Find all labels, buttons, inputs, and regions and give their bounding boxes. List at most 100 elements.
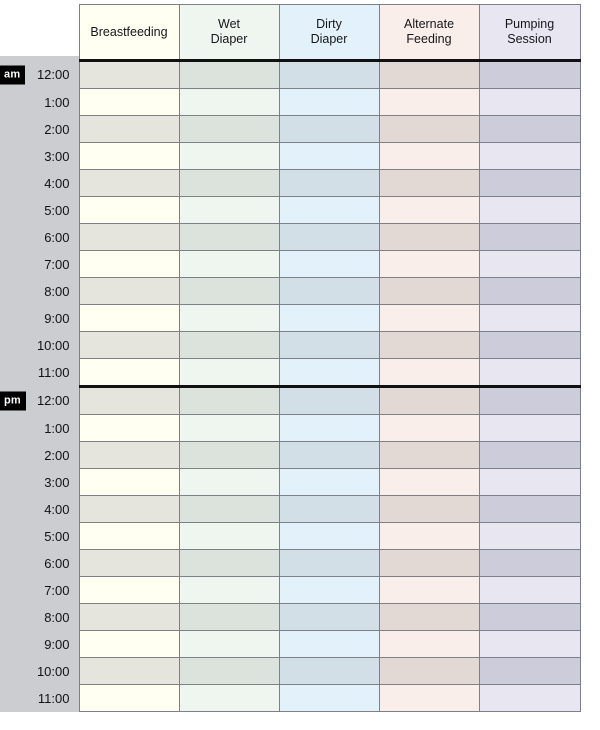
log-cell-dirty-diaper[interactable]: [278, 277, 380, 305]
log-cell-wet-diaper[interactable]: [178, 630, 280, 658]
log-cell-dirty-diaper[interactable]: [278, 385, 380, 415]
log-cell-dirty-diaper[interactable]: [278, 441, 380, 469]
log-cell-pumping[interactable]: [478, 331, 581, 359]
log-cell-breastfeeding[interactable]: [78, 115, 180, 143]
log-cell-pumping[interactable]: [478, 277, 581, 305]
log-cell-dirty-diaper[interactable]: [278, 331, 380, 359]
log-cell-breastfeeding[interactable]: [78, 576, 180, 604]
log-cell-pumping[interactable]: [478, 630, 581, 658]
log-cell-pumping[interactable]: [478, 385, 581, 415]
log-cell-breastfeeding[interactable]: [78, 331, 180, 359]
log-cell-wet-diaper[interactable]: [178, 576, 280, 604]
log-cell-alt-feeding[interactable]: [378, 414, 480, 442]
log-cell-alt-feeding[interactable]: [378, 549, 480, 577]
log-cell-dirty-diaper[interactable]: [278, 495, 380, 523]
log-cell-pumping[interactable]: [478, 657, 581, 685]
log-cell-dirty-diaper[interactable]: [278, 169, 380, 197]
log-cell-wet-diaper[interactable]: [178, 277, 280, 305]
log-cell-breastfeeding[interactable]: [78, 169, 180, 197]
log-cell-breastfeeding[interactable]: [78, 630, 180, 658]
log-cell-wet-diaper[interactable]: [178, 549, 280, 577]
log-cell-dirty-diaper[interactable]: [278, 657, 380, 685]
log-cell-pumping[interactable]: [478, 495, 581, 523]
log-cell-wet-diaper[interactable]: [178, 142, 280, 170]
log-cell-breastfeeding[interactable]: [78, 414, 180, 442]
log-cell-alt-feeding[interactable]: [378, 684, 480, 712]
log-cell-wet-diaper[interactable]: [178, 441, 280, 469]
log-cell-breastfeeding[interactable]: [78, 142, 180, 170]
log-cell-pumping[interactable]: [478, 169, 581, 197]
log-cell-wet-diaper[interactable]: [178, 250, 280, 278]
log-cell-pumping[interactable]: [478, 196, 581, 224]
log-cell-wet-diaper[interactable]: [178, 385, 280, 415]
log-cell-breastfeeding[interactable]: [78, 277, 180, 305]
log-cell-dirty-diaper[interactable]: [278, 603, 380, 631]
log-cell-alt-feeding[interactable]: [378, 142, 480, 170]
log-cell-dirty-diaper[interactable]: [278, 142, 380, 170]
log-cell-alt-feeding[interactable]: [378, 277, 480, 305]
log-cell-wet-diaper[interactable]: [178, 495, 280, 523]
log-cell-breastfeeding[interactable]: [78, 441, 180, 469]
log-cell-pumping[interactable]: [478, 603, 581, 631]
log-cell-pumping[interactable]: [478, 142, 581, 170]
log-cell-wet-diaper[interactable]: [178, 522, 280, 550]
log-cell-breastfeeding[interactable]: [78, 196, 180, 224]
log-cell-dirty-diaper[interactable]: [278, 115, 380, 143]
log-cell-pumping[interactable]: [478, 549, 581, 577]
column-header-alt-feeding[interactable]: Alternate Feeding: [378, 4, 480, 62]
log-cell-alt-feeding[interactable]: [378, 304, 480, 332]
log-cell-alt-feeding[interactable]: [378, 522, 480, 550]
log-cell-alt-feeding[interactable]: [378, 223, 480, 251]
log-cell-wet-diaper[interactable]: [178, 603, 280, 631]
log-cell-wet-diaper[interactable]: [178, 59, 280, 89]
log-cell-dirty-diaper[interactable]: [278, 468, 380, 496]
log-cell-dirty-diaper[interactable]: [278, 630, 380, 658]
log-cell-pumping[interactable]: [478, 223, 581, 251]
log-cell-dirty-diaper[interactable]: [278, 576, 380, 604]
log-cell-wet-diaper[interactable]: [178, 468, 280, 496]
log-cell-wet-diaper[interactable]: [178, 304, 280, 332]
log-cell-alt-feeding[interactable]: [378, 603, 480, 631]
log-cell-dirty-diaper[interactable]: [278, 358, 380, 387]
log-cell-alt-feeding[interactable]: [378, 358, 480, 387]
log-cell-breastfeeding[interactable]: [78, 684, 180, 712]
log-cell-wet-diaper[interactable]: [178, 223, 280, 251]
log-cell-wet-diaper[interactable]: [178, 331, 280, 359]
log-cell-alt-feeding[interactable]: [378, 468, 480, 496]
log-cell-breastfeeding[interactable]: [78, 223, 180, 251]
column-header-wet-diaper[interactable]: Wet Diaper: [178, 4, 280, 62]
log-cell-dirty-diaper[interactable]: [278, 304, 380, 332]
log-cell-wet-diaper[interactable]: [178, 196, 280, 224]
log-cell-alt-feeding[interactable]: [378, 169, 480, 197]
log-cell-alt-feeding[interactable]: [378, 657, 480, 685]
log-cell-dirty-diaper[interactable]: [278, 59, 380, 89]
log-cell-breastfeeding[interactable]: [78, 657, 180, 685]
log-cell-wet-diaper[interactable]: [178, 88, 280, 116]
log-cell-alt-feeding[interactable]: [378, 385, 480, 415]
log-cell-dirty-diaper[interactable]: [278, 549, 380, 577]
log-cell-wet-diaper[interactable]: [178, 414, 280, 442]
log-cell-dirty-diaper[interactable]: [278, 196, 380, 224]
log-cell-breastfeeding[interactable]: [78, 250, 180, 278]
log-cell-breastfeeding[interactable]: [78, 358, 180, 387]
log-cell-alt-feeding[interactable]: [378, 88, 480, 116]
log-cell-breastfeeding[interactable]: [78, 468, 180, 496]
log-cell-alt-feeding[interactable]: [378, 441, 480, 469]
log-cell-pumping[interactable]: [478, 59, 581, 89]
log-cell-dirty-diaper[interactable]: [278, 223, 380, 251]
log-cell-wet-diaper[interactable]: [178, 657, 280, 685]
log-cell-alt-feeding[interactable]: [378, 331, 480, 359]
column-header-dirty-diaper[interactable]: Dirty Diaper: [278, 4, 380, 62]
log-cell-dirty-diaper[interactable]: [278, 522, 380, 550]
log-cell-pumping[interactable]: [478, 684, 581, 712]
log-cell-dirty-diaper[interactable]: [278, 250, 380, 278]
log-cell-dirty-diaper[interactable]: [278, 88, 380, 116]
log-cell-alt-feeding[interactable]: [378, 250, 480, 278]
log-cell-alt-feeding[interactable]: [378, 115, 480, 143]
log-cell-breastfeeding[interactable]: [78, 88, 180, 116]
log-cell-pumping[interactable]: [478, 468, 581, 496]
log-cell-breastfeeding[interactable]: [78, 304, 180, 332]
log-cell-breastfeeding[interactable]: [78, 385, 180, 415]
log-cell-breastfeeding[interactable]: [78, 522, 180, 550]
column-header-breastfeeding[interactable]: Breastfeeding: [78, 4, 180, 62]
